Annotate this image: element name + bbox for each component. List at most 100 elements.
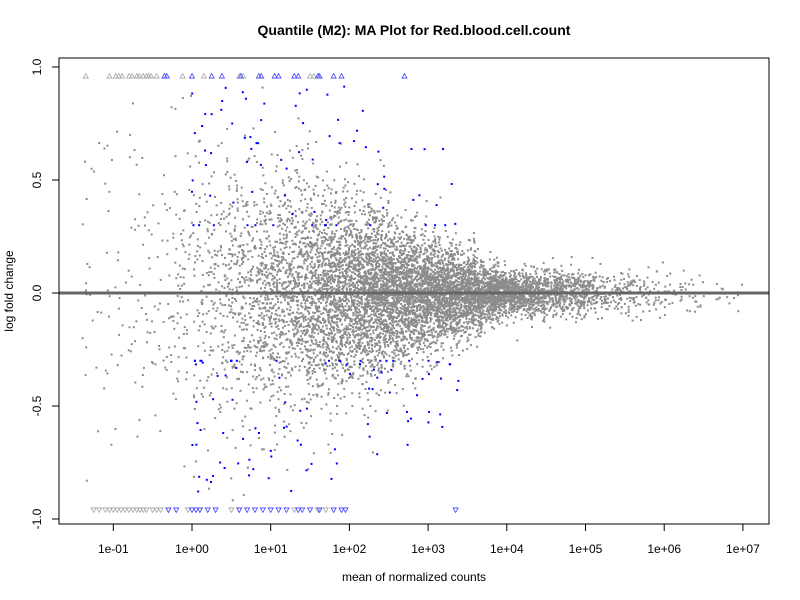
data-point xyxy=(393,282,395,284)
data-point xyxy=(396,271,399,274)
data-point xyxy=(197,329,200,332)
data-point xyxy=(329,451,332,454)
data-point xyxy=(454,275,457,278)
data-point xyxy=(532,266,535,269)
data-point xyxy=(434,280,437,283)
data-point xyxy=(161,193,164,196)
data-point xyxy=(593,299,596,302)
data-point xyxy=(293,332,296,335)
data-point xyxy=(459,307,462,310)
data-point xyxy=(257,341,260,344)
data-point xyxy=(278,205,281,208)
data-point xyxy=(287,284,290,287)
data-point xyxy=(384,337,387,340)
data-point xyxy=(475,284,478,287)
data-point xyxy=(283,314,286,317)
data-point xyxy=(316,256,319,259)
data-point xyxy=(204,193,206,196)
data-point xyxy=(387,345,390,348)
data-point xyxy=(304,305,307,308)
data-point xyxy=(238,377,240,380)
data-point xyxy=(477,311,480,314)
data-point xyxy=(445,253,448,256)
data-point xyxy=(359,375,362,377)
data-point xyxy=(553,271,556,274)
data-point xyxy=(411,305,414,307)
data-point xyxy=(218,403,221,406)
data-point xyxy=(386,278,389,281)
data-point xyxy=(292,328,295,331)
data-point xyxy=(535,272,538,275)
data-point xyxy=(364,213,366,216)
data-point xyxy=(360,331,363,334)
data-point xyxy=(374,305,377,308)
data-point xyxy=(415,321,418,324)
data-point xyxy=(556,282,559,285)
data-point xyxy=(326,257,329,260)
data-point xyxy=(717,297,720,300)
data-point xyxy=(239,235,242,238)
data-point xyxy=(412,299,415,302)
data-point xyxy=(366,263,369,266)
data-point xyxy=(468,303,471,306)
data-point xyxy=(388,279,391,282)
data-point xyxy=(421,365,424,368)
data-point xyxy=(385,286,388,289)
data-point xyxy=(391,282,393,285)
data-point xyxy=(378,219,381,222)
data-point xyxy=(591,296,594,299)
data-point xyxy=(529,298,532,300)
data-point xyxy=(592,278,595,281)
data-point xyxy=(437,235,440,238)
data-point xyxy=(461,349,464,352)
data-point xyxy=(523,279,526,282)
data-point xyxy=(467,321,470,324)
data-point xyxy=(416,323,419,326)
data-point xyxy=(270,272,273,275)
data-point xyxy=(534,270,537,273)
data-point xyxy=(302,242,305,245)
data-point xyxy=(209,266,212,269)
data-point xyxy=(356,316,359,319)
data-point xyxy=(339,343,342,346)
data-point xyxy=(194,460,197,463)
data-point xyxy=(434,349,437,352)
data-point xyxy=(220,330,223,333)
data-point xyxy=(241,358,244,361)
data-point xyxy=(96,311,99,313)
data-point xyxy=(387,225,390,228)
data-point xyxy=(531,311,534,314)
data-point xyxy=(473,309,476,312)
data-point xyxy=(374,359,377,362)
data-point xyxy=(328,262,330,265)
data-point xyxy=(343,344,346,346)
data-point xyxy=(655,308,658,311)
data-point xyxy=(315,277,318,279)
data-point xyxy=(393,258,395,261)
data-point xyxy=(86,262,89,265)
data-point xyxy=(629,300,632,302)
data-point xyxy=(219,298,221,301)
data-point xyxy=(358,232,361,235)
data-point xyxy=(564,279,567,282)
data-point xyxy=(316,215,319,218)
data-point xyxy=(536,288,539,290)
data-point xyxy=(273,357,276,360)
data-point xyxy=(230,387,233,390)
data-point xyxy=(296,311,299,314)
data-point xyxy=(467,294,470,297)
data-point xyxy=(194,255,197,257)
data-point xyxy=(372,305,374,308)
data-point xyxy=(178,264,181,267)
data-point xyxy=(375,219,377,222)
data-point xyxy=(518,285,521,288)
data-point xyxy=(535,284,538,287)
data-point xyxy=(591,287,594,290)
data-point xyxy=(433,227,436,229)
data-point xyxy=(322,274,325,277)
data-point xyxy=(241,328,244,331)
data-point xyxy=(580,286,583,289)
data-point xyxy=(562,280,565,283)
data-point xyxy=(396,258,399,260)
